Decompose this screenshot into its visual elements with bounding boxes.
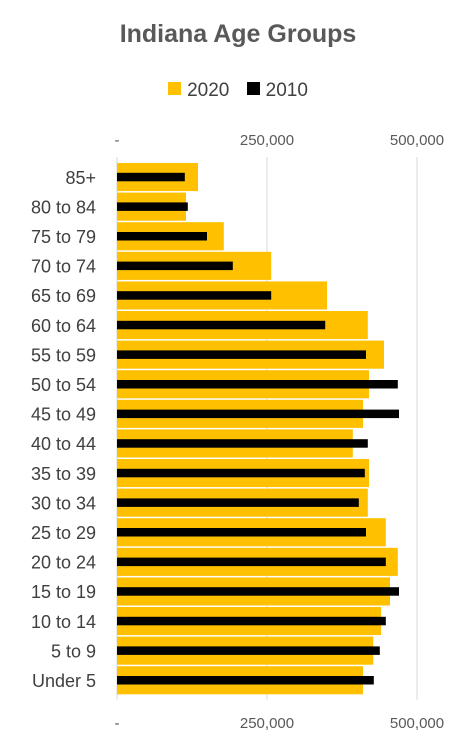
bar-2010-9	[117, 439, 368, 448]
legend-label-2020: 2020	[187, 80, 230, 101]
bar-2010-12	[117, 528, 366, 537]
legend-label-2010: 2010	[265, 80, 308, 101]
bar-2010-14	[117, 587, 399, 596]
chart-title: Indiana Age Groups	[119, 20, 357, 48]
category-label-17: Under 5	[32, 671, 96, 691]
x-tick-label-bottom-2: 500,000	[390, 715, 444, 732]
bar-2010-11	[117, 498, 359, 507]
category-label-16: 5 to 9	[51, 641, 96, 661]
bar-2010-16	[117, 646, 380, 655]
category-label-1: 80 to 84	[31, 197, 96, 217]
x-tick-label-top-2: 500,000	[390, 132, 444, 149]
bar-2010-15	[117, 616, 386, 626]
category-label-6: 55 to 59	[31, 345, 96, 365]
category-label-4: 65 to 69	[31, 286, 96, 306]
category-label-3: 70 to 74	[31, 257, 96, 277]
category-label-10: 35 to 39	[31, 464, 96, 484]
category-label-12: 25 to 29	[31, 523, 96, 543]
bar-2010-8	[117, 409, 399, 419]
category-label-0: 85+	[65, 168, 96, 188]
bar-2010-3	[117, 261, 233, 271]
bar-2010-5	[117, 320, 326, 330]
bar-2010-10	[117, 468, 365, 478]
bar-2010-7	[117, 380, 398, 389]
category-label-8: 45 to 49	[31, 405, 96, 425]
category-label-15: 10 to 14	[31, 612, 96, 632]
bar-2010-17	[117, 676, 374, 685]
category-label-9: 40 to 44	[31, 434, 96, 454]
legend-item-2020: 2020	[168, 80, 229, 102]
bar-2010-1	[117, 202, 188, 211]
category-label-5: 60 to 64	[31, 316, 96, 336]
category-label-13: 20 to 24	[31, 553, 96, 573]
bar-2010-0	[117, 172, 185, 182]
bar-2010-13	[117, 557, 386, 567]
category-label-11: 30 to 34	[31, 493, 96, 513]
category-label-2: 75 to 79	[31, 227, 96, 247]
category-label-7: 50 to 54	[31, 375, 96, 395]
bar-2010-6	[117, 350, 366, 359]
x-tick-label-top-1: 250,000	[240, 132, 294, 149]
category-label-14: 15 to 19	[31, 582, 96, 602]
x-tick-label-bottom-1: 250,000	[240, 715, 294, 732]
legend-swatch-2010	[246, 82, 260, 96]
legend: 2020 2010	[0, 80, 476, 102]
bar-2010-4	[117, 291, 272, 300]
x-tick-label-top-0: -	[115, 132, 120, 149]
bar-2010-2	[117, 232, 207, 241]
x-tick-label-bottom-0: -	[115, 715, 120, 732]
legend-item-2010: 2010	[246, 80, 308, 102]
legend-swatch-2020	[168, 82, 182, 96]
